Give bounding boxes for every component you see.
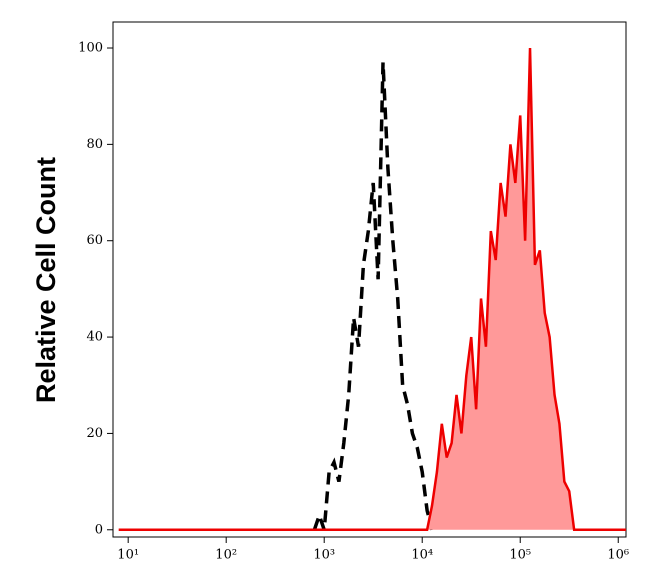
- x-tick-label: 10⁶: [607, 548, 629, 563]
- x-tick-label: 10²: [215, 548, 237, 563]
- y-axis-title: Relative Cell Count: [31, 157, 61, 403]
- y-tick-label: 60: [86, 233, 103, 248]
- x-tick-label: 10⁴: [411, 548, 433, 563]
- x-tick-label: 10¹: [117, 548, 139, 563]
- y-tick-label: 40: [86, 330, 103, 345]
- y-tick-label: 0: [95, 522, 103, 537]
- plot-frame: [112, 21, 627, 538]
- x-tick-label: 10³: [313, 548, 335, 563]
- y-tick-label: 20: [86, 426, 103, 441]
- stained-line: [118, 47, 626, 532]
- x-tick-label: 10⁵: [509, 548, 531, 563]
- control-line: [312, 62, 434, 531]
- y-tick-label: 100: [78, 41, 103, 56]
- stained-area: [118, 48, 627, 530]
- y-tick-label: 80: [86, 137, 103, 152]
